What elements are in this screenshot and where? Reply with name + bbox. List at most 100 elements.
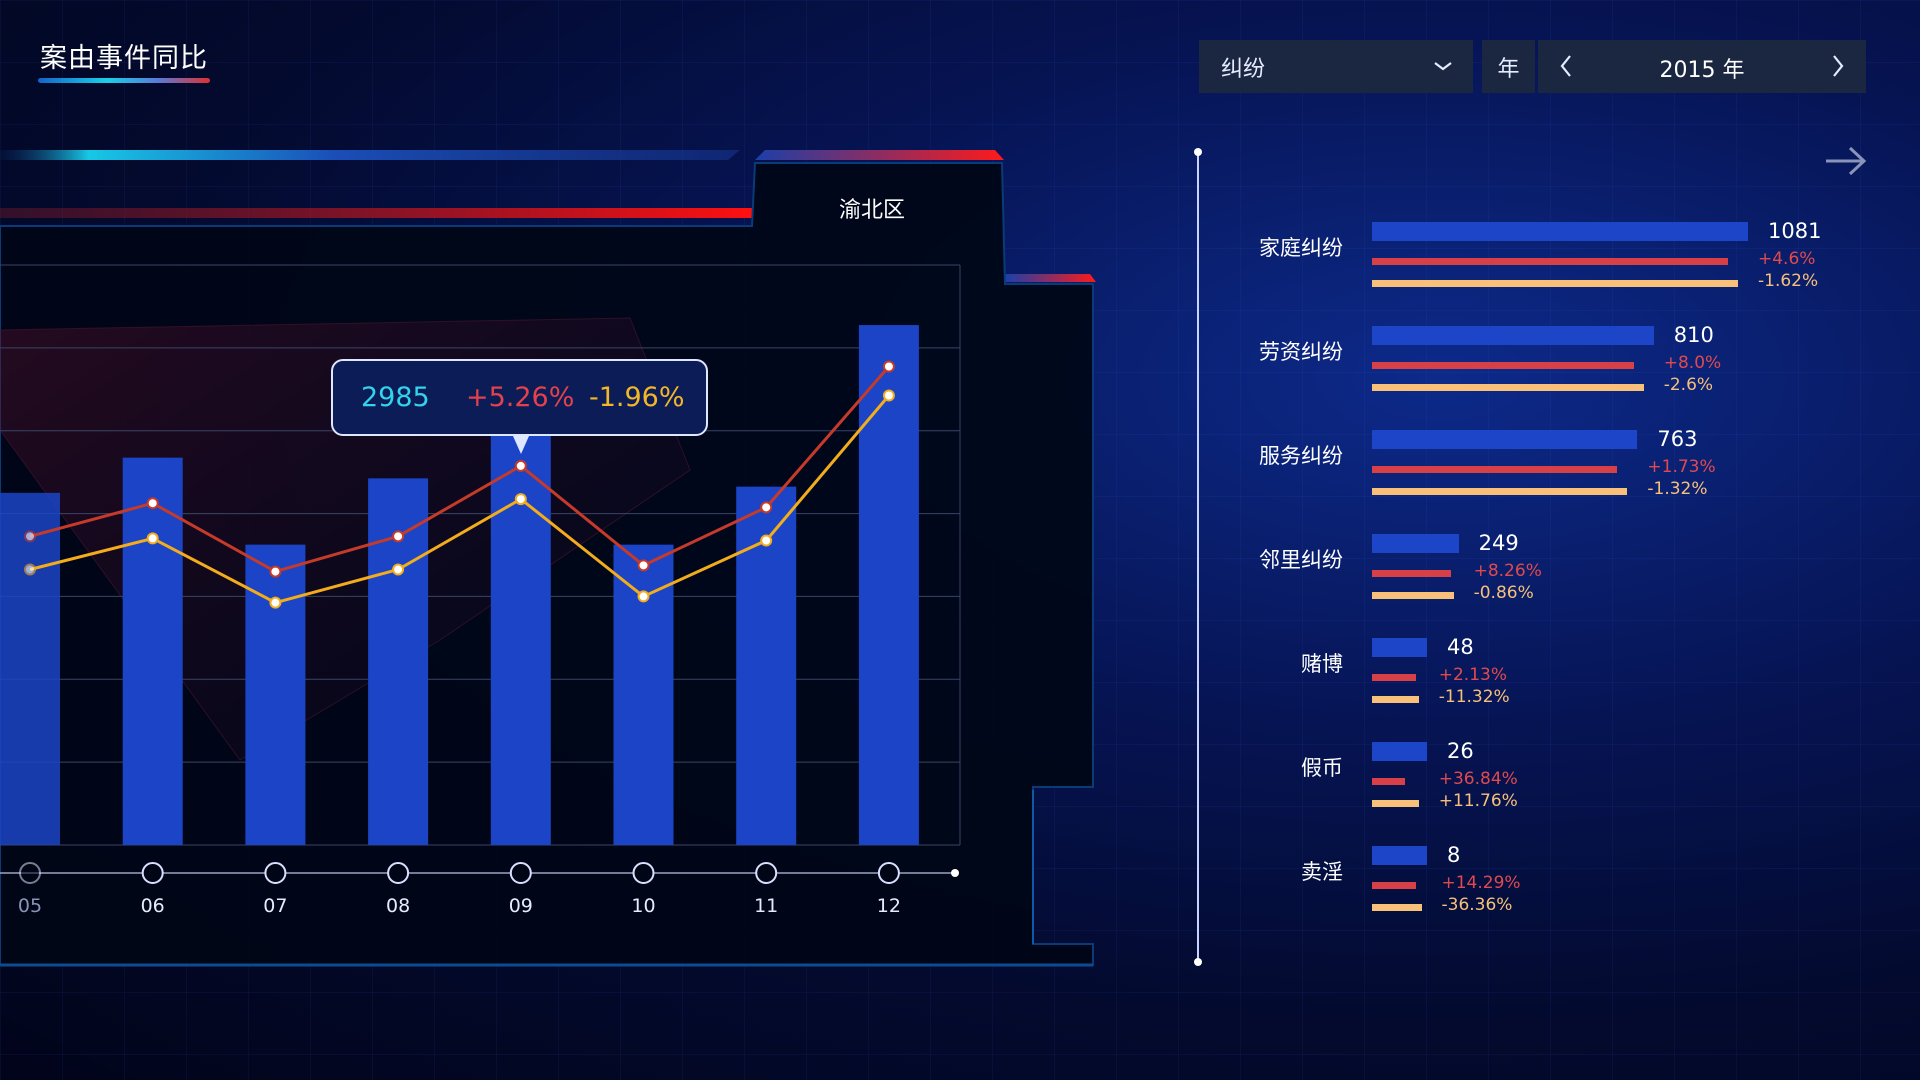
- breakdown-mom-bar: [1372, 800, 1419, 807]
- breakdown-mom-value: +11.76%: [1438, 791, 1518, 811]
- point-yoy-07: [269, 565, 282, 578]
- breakdown-count-value: 48: [1447, 635, 1474, 659]
- x-axis-marker-10: [632, 862, 655, 884]
- point-yoy-10: [637, 559, 650, 572]
- breakdown-yoy-value: +4.6%: [1758, 249, 1816, 269]
- breakdown-row: 卖淫 8 +14.29% -36.36%: [0, 843, 1920, 926]
- breakdown-count-bar: [1372, 222, 1748, 241]
- point-mom-09: [514, 493, 527, 506]
- x-tick-label: 06: [141, 895, 165, 917]
- year-selector: 2015 年: [1538, 40, 1866, 93]
- x-axis-marker-07: [264, 862, 287, 884]
- breakdown-yoy-value: +1.73%: [1647, 457, 1716, 477]
- x-axis-marker-08: [387, 862, 410, 884]
- point-yoy-06: [146, 497, 159, 510]
- breakdown-category-label: 劳资纠纷: [1259, 340, 1343, 364]
- title-underline: [38, 78, 210, 83]
- breakdown-yoy-bar: [1372, 362, 1634, 369]
- breakdown-count-value: 810: [1673, 323, 1714, 347]
- breakdown-mom-bar: [1372, 384, 1644, 391]
- breakdown-count-bar: [1372, 430, 1638, 449]
- point-mom-08: [392, 563, 405, 576]
- x-tick-label: 09: [509, 895, 533, 917]
- x-tick-label: 12: [877, 895, 901, 917]
- breakdown-category-label: 假币: [1301, 756, 1343, 780]
- point-mom-07: [269, 596, 282, 609]
- breakdown-yoy-bar: [1372, 466, 1618, 473]
- line-series: [24, 360, 895, 609]
- breakdown-yoy-value: +36.84%: [1438, 769, 1518, 789]
- x-axis-marker-06: [141, 862, 164, 884]
- breakdown-mom-value: -1.62%: [1758, 271, 1819, 291]
- point-mom-12: [882, 389, 895, 402]
- breakdown-yoy-value: +8.0%: [1663, 353, 1722, 373]
- breakdown-row: 劳资纠纷 810 +8.0% -2.6%: [0, 323, 1920, 406]
- point-mom-05: [24, 563, 36, 576]
- x-axis-marker-12: [877, 862, 900, 884]
- breakdown-count-bar: [1372, 846, 1427, 865]
- bar-06: [122, 457, 183, 845]
- line-series-mom: [29, 394, 891, 605]
- breakdown-mom-value: -1.32%: [1647, 479, 1708, 499]
- x-axis-end-dot: [951, 869, 959, 877]
- x-axis-marker-05: [19, 862, 41, 884]
- breakdown-row: 服务纠纷 763 +1.73% -1.32%: [0, 427, 1920, 510]
- district-tab-label[interactable]: 渝北区: [838, 198, 905, 223]
- line-series-yoy: [29, 365, 891, 574]
- breakdown-row: 假币 26 +36.84% +11.76%: [0, 739, 1920, 822]
- bar-07: [245, 544, 306, 845]
- breakdown-mom-value: -2.6%: [1663, 375, 1714, 395]
- tooltip-pointer: [513, 436, 529, 454]
- breakdown-count-bar: [1372, 742, 1427, 761]
- breakdown-mom-bar: [1372, 592, 1454, 599]
- x-tick-label: 11: [754, 895, 778, 917]
- x-tick-label: 10: [631, 895, 655, 917]
- breakdown-mom-value: -11.32%: [1438, 687, 1510, 707]
- breakdown-row: 邻里纠纷 249 +8.26% -0.86%: [0, 531, 1920, 614]
- breakdown-yoy-value: +14.29%: [1441, 873, 1521, 893]
- point-mom-06: [146, 532, 159, 545]
- breakdown-category-label: 赌博: [1301, 652, 1343, 676]
- category-select[interactable]: 纠纷: [1199, 40, 1473, 93]
- x-tick-label: 05: [18, 895, 42, 917]
- year-value: 2015 年: [1659, 58, 1745, 83]
- breakdown-yoy-bar: [1372, 674, 1416, 681]
- tooltip-mom: -1.96%: [589, 382, 685, 413]
- point-yoy-11: [760, 501, 773, 514]
- breakdown-mom-bar: [1372, 280, 1738, 287]
- breakdown-yoy-value: +2.13%: [1438, 665, 1507, 685]
- x-axis: 05 06 07 08 09 10 11 12: [0, 862, 959, 917]
- breakdown-yoy-bar: [1372, 778, 1405, 785]
- breakdown-yoy-bar: [1372, 570, 1451, 577]
- chevron-left-icon[interactable]: [1558, 53, 1574, 79]
- x-tick-label: 08: [386, 895, 410, 917]
- bar-05: [0, 492, 60, 845]
- chevron-right-icon[interactable]: [1830, 53, 1846, 79]
- breakdown-mom-bar: [1372, 904, 1422, 911]
- point-yoy-08: [392, 530, 405, 543]
- breakdown-yoy-bar: [1372, 882, 1416, 889]
- divider-dot-top: [1194, 148, 1202, 156]
- breakdown-mom-bar: [1372, 488, 1628, 495]
- breakdown-count-value: 249: [1478, 531, 1519, 555]
- breakdown-count-bar: [1372, 326, 1654, 345]
- point-mom-10: [637, 590, 650, 603]
- breakdown-mom-value: -0.86%: [1473, 583, 1534, 603]
- category-select-value: 纠纷: [1221, 56, 1266, 82]
- point-yoy-05: [24, 530, 36, 543]
- x-axis-marker-11: [755, 862, 778, 884]
- chevron-down-icon: [1434, 62, 1452, 71]
- arrow-right-icon[interactable]: [1824, 144, 1868, 178]
- breakdown-category-label: 服务纠纷: [1259, 444, 1343, 468]
- x-axis-marker-09: [509, 862, 532, 884]
- page-title: 案由事件同比: [40, 43, 208, 74]
- breakdown-mom-bar: [1372, 696, 1419, 703]
- bar-12: [858, 325, 919, 846]
- breakdown-count-bar: [1372, 638, 1427, 657]
- breakdown-category-label: 邻里纠纷: [1259, 548, 1343, 572]
- breakdown-count-value: 1081: [1768, 219, 1822, 243]
- x-tick-label: 07: [263, 895, 287, 917]
- breakdown-mom-value: -36.36%: [1441, 895, 1513, 915]
- breakdown-row: 家庭纠纷 1081 +4.6% -1.62%: [0, 219, 1920, 302]
